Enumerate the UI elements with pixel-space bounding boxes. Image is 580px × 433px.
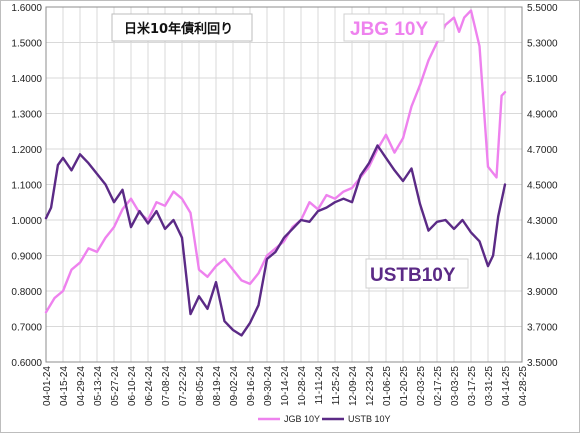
left-axis-tick-label: 1.0000 xyxy=(11,216,42,227)
left-axis-tick-label: 1.5000 xyxy=(11,39,42,50)
legend-label-jgb: JGB 10Y xyxy=(284,414,320,424)
right-axis-tick-label: 4.7000 xyxy=(527,145,558,156)
left-axis-tick-label: 1.1000 xyxy=(11,181,42,192)
left-axis-tick-label: 0.7000 xyxy=(11,323,42,334)
jgb-label-box xyxy=(343,13,445,42)
x-axis-tick-label: 03-31-25 xyxy=(484,366,495,406)
right-axis-tick-label: 4.5000 xyxy=(527,181,558,192)
left-axis-tick-label: 0.9000 xyxy=(11,252,42,263)
x-axis-tick-label: 08-19-24 xyxy=(212,366,223,406)
gridlines xyxy=(45,6,523,363)
x-axis-tick-label: 01-20-25 xyxy=(399,366,410,406)
legend-label-ustb: USTB 10Y xyxy=(348,414,391,424)
x-axis-tick-label: 09-16-24 xyxy=(246,366,257,406)
x-axis-tick-label: 04-01-24 xyxy=(42,366,53,406)
right-axis-tick-label: 4.3000 xyxy=(527,216,558,227)
x-axis-tick-label: 02-17-25 xyxy=(433,366,444,406)
left-axis-tick-label: 0.6000 xyxy=(11,358,42,369)
x-axis-tick-label: 04-29-24 xyxy=(76,366,87,406)
ustb-series-label: USTB10Y xyxy=(370,265,456,286)
right-axis-tick-label: 5.3000 xyxy=(527,39,558,50)
left-axis-tick-label: 0.8000 xyxy=(11,287,42,298)
x-axis-tick-label: 11-25-24 xyxy=(331,366,342,406)
x-axis-tick-label: 04-15-24 xyxy=(59,366,70,406)
x-axis-tick-label: 03-03-25 xyxy=(450,366,461,406)
x-axis-tick-label: 08-05-24 xyxy=(195,366,206,406)
right-axis-tick-label: 5.1000 xyxy=(527,74,558,85)
x-axis-tick-label: 05-27-24 xyxy=(110,366,121,406)
x-axis-tick-label: 07-22-24 xyxy=(178,366,189,406)
left-axis-tick-label: 1.6000 xyxy=(11,3,42,14)
x-axis-tick-label: 10-14-24 xyxy=(280,366,291,406)
right-axis-tick-label: 3.7000 xyxy=(527,323,558,334)
x-axis-tick-label: 09-30-24 xyxy=(263,366,274,406)
x-axis-tick-label: 04-14-25 xyxy=(501,366,512,406)
right-axis-tick-label: 3.9000 xyxy=(527,287,558,298)
x-axis-tick-label: 01-06-25 xyxy=(382,366,393,406)
right-axis-tick-label: 3.5000 xyxy=(527,358,558,369)
jgb-series-label: JBG 10Y xyxy=(350,19,428,40)
legend: JGB 10Y USTB 10Y xyxy=(258,414,391,424)
x-axis-tick-label: 02-03-25 xyxy=(416,366,427,406)
x-axis-tick-label: 11-11-24 xyxy=(314,366,325,405)
x-axis-tick-label: 06-24-24 xyxy=(144,366,155,406)
left-axis-tick-label: 1.3000 xyxy=(11,110,42,121)
right-axis-tick-label: 4.1000 xyxy=(527,252,558,263)
left-axis-tick-label: 1.2000 xyxy=(11,145,42,156)
x-axis-tick-label: 12-09-24 xyxy=(348,366,359,406)
left-axis-tick-label: 1.4000 xyxy=(11,74,42,85)
x-axis-tick-label: 06-10-24 xyxy=(127,366,138,406)
ustb-label-box xyxy=(365,258,469,289)
x-axis-tick-label: 07-08-24 xyxy=(161,366,172,406)
right-axis-ticks: 3.5000 3.7000 3.9000 4.1000 4.3000 4.5000 4.70… xyxy=(527,3,558,369)
x-axis-tick-label: 09-02-24 xyxy=(229,366,240,406)
x-axis-tick-label: 10-28-24 xyxy=(297,366,308,406)
plot-area-border xyxy=(45,6,523,363)
chart-title: 日米10年債利回り xyxy=(124,21,233,37)
x-axis-tick-label: 05-13-24 xyxy=(93,366,104,406)
left-axis-ticks: 0.6000 0.7000 0.8000 0.9000 1.0000 1.1000 1.20… xyxy=(11,3,42,369)
right-axis-tick-label: 5.5000 xyxy=(527,3,558,14)
series-line-ustb-10y xyxy=(44,144,507,337)
x-axis-ticks: 04-01-24 04-15-24 04-29-24 05-13-24 05-27-24… xyxy=(42,366,529,406)
right-axis-tick-label: 4.9000 xyxy=(527,110,558,121)
chart-title-box xyxy=(111,13,253,42)
x-axis-tick-label: 04-28-25 xyxy=(518,366,529,406)
x-axis-tick-label: 12-23-24 xyxy=(365,366,376,406)
x-axis-tick-label: 03-17-25 xyxy=(467,366,478,406)
